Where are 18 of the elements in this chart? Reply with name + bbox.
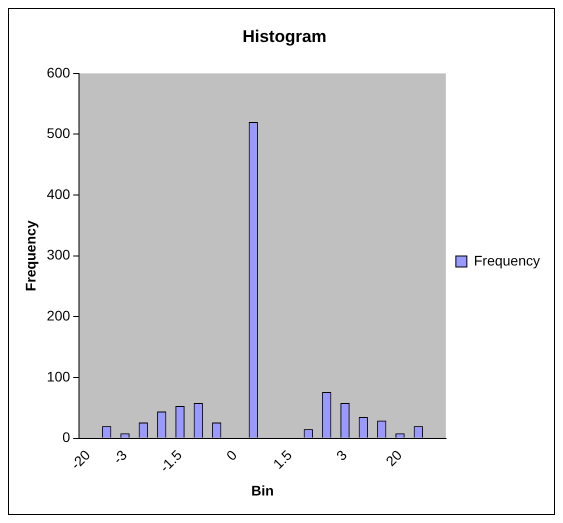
- y-tick-label: 300: [46, 246, 70, 263]
- x-tick-label: -1.5: [156, 446, 185, 476]
- x-tick-label: -3: [110, 446, 130, 467]
- x-tick-label: 20: [382, 446, 406, 470]
- x-axis-title: Bin: [251, 482, 274, 498]
- x-tick-label: -20: [68, 446, 94, 472]
- x-tick-label: 3: [333, 446, 350, 464]
- chart-title: Histogram: [242, 26, 327, 46]
- y-tick-label: 200: [46, 308, 70, 324]
- y-tick-label: 600: [46, 64, 70, 80]
- y-tick-label: 0: [62, 429, 70, 446]
- x-tick-label: 1.5: [270, 446, 296, 472]
- y-tick-label: 500: [46, 125, 70, 142]
- x-tick-label: 0: [223, 446, 240, 464]
- legend-label: Frequency: [474, 252, 540, 268]
- y-tick-label: 100: [46, 368, 70, 384]
- y-tick-label: 400: [46, 186, 70, 202]
- y-axis-title: Frequency: [22, 220, 38, 292]
